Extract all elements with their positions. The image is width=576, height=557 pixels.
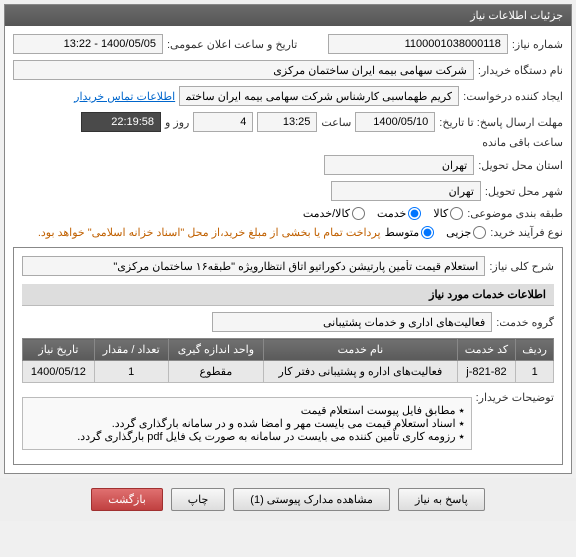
info-section-header: اطلاعات خدمات مورد نیاز	[22, 284, 554, 306]
city-input[interactable]	[331, 181, 481, 201]
table-head: ردیف کد خدمت نام خدمت واحد اندازه گیری ت…	[23, 339, 554, 361]
row-city: شهر محل تحویل:	[13, 181, 563, 201]
desc-title-label: شرح کلی نیاز:	[489, 260, 554, 273]
group-label: گروه خدمت:	[496, 316, 554, 329]
category-label: طبقه بندی موضوعی:	[467, 207, 563, 220]
td-1: j-821-82	[457, 361, 516, 383]
radio-medium[interactable]: متوسط	[385, 226, 435, 239]
desc-body: شرح کلی نیاز: اطلاعات خدمات مورد نیاز گر…	[14, 248, 562, 464]
details-panel: جزئیات اطلاعات نیاز شماره نیاز: تاریخ و …	[4, 4, 572, 474]
row-category: طبقه بندی موضوعی: کالا خدمت کالا/خدمت	[13, 207, 563, 220]
requester-label: ایجاد کننده درخواست:	[463, 90, 563, 103]
respond-button[interactable]: پاسخ به نیاز	[398, 488, 485, 511]
button-bar: پاسخ به نیاز مشاهده مدارک پیوستی (1) چاپ…	[0, 478, 576, 521]
group-input[interactable]	[212, 312, 492, 332]
category-radios: کالا خدمت کالا/خدمت	[303, 207, 463, 220]
countdown-input	[81, 112, 161, 132]
desc-title-input[interactable]	[22, 256, 485, 276]
td-4: 1	[94, 361, 168, 383]
note-line-3: ٭ رزومه کاری تأمین کننده می بایست در سام…	[29, 430, 465, 443]
row-need-announce: شماره نیاز: تاریخ و ساعت اعلان عمومی:	[13, 34, 563, 54]
radio-both-input[interactable]	[352, 207, 365, 220]
panel-title: جزئیات اطلاعات نیاز	[5, 5, 571, 26]
note-line-2: ٭ اسناد استعلام قیمت می بایست مهر و امضا…	[29, 417, 465, 430]
td-3: مقطوع	[168, 361, 264, 383]
td-0: 1	[516, 361, 554, 383]
deadline-label: مهلت ارسال پاسخ: تا تاریخ:	[439, 116, 563, 129]
row-province: استان محل تحویل:	[13, 155, 563, 175]
th-0: ردیف	[516, 339, 554, 361]
radio-minor-label: جزیی	[446, 226, 471, 239]
radio-goods[interactable]: کالا	[433, 207, 463, 220]
table-header-row: ردیف کد خدمت نام خدمت واحد اندازه گیری ت…	[23, 339, 554, 361]
day-label: روز و	[165, 116, 189, 129]
need-no-input[interactable]	[328, 34, 508, 54]
row-process: نوع فرآیند خرید: جزیی متوسط پرداخت تمام …	[13, 226, 563, 239]
buyer-input[interactable]	[13, 60, 474, 80]
announce-input[interactable]	[13, 34, 163, 54]
deadline-time-input[interactable]	[257, 112, 317, 132]
requester-input[interactable]	[179, 86, 459, 106]
radio-minor[interactable]: جزیی	[446, 226, 486, 239]
need-no-label: شماره نیاز:	[512, 38, 563, 51]
buyer-label: نام دستگاه خریدار:	[478, 64, 563, 77]
th-3: واحد اندازه گیری	[168, 339, 264, 361]
th-1: کد خدمت	[457, 339, 516, 361]
th-2: نام خدمت	[264, 339, 457, 361]
table-body: 1 j-821-82 فعالیت‌های اداره و پشتیبانی د…	[23, 361, 554, 383]
process-label: نوع فرآیند خرید:	[490, 226, 563, 239]
row-notes: توضیحات خریدار: ٭ مطابق فایل پیوست استعل…	[22, 391, 554, 450]
radio-minor-input[interactable]	[473, 226, 486, 239]
td-2: فعالیت‌های اداره و پشتیبانی دفتر کار	[264, 361, 457, 383]
contact-link[interactable]: اطلاعات تماس خریدار	[74, 90, 175, 103]
td-5: 1400/05/12	[23, 361, 95, 383]
row-deadline: مهلت ارسال پاسخ: تا تاریخ: ساعت روز و سا…	[13, 112, 563, 149]
radio-both-label: کالا/خدمت	[303, 207, 350, 220]
radio-goods-label: کالا	[433, 207, 448, 220]
notes-box: ٭ مطابق فایل پیوست استعلام قیمت ٭ اسناد …	[22, 397, 472, 450]
print-button[interactable]: چاپ	[171, 488, 226, 511]
back-button[interactable]: بازگشت	[91, 488, 163, 511]
table-row: 1 j-821-82 فعالیت‌های اداره و پشتیبانی د…	[23, 361, 554, 383]
panel-body: شماره نیاز: تاریخ و ساعت اعلان عمومی: نا…	[5, 26, 571, 473]
services-table: ردیف کد خدمت نام خدمت واحد اندازه گیری ت…	[22, 338, 554, 383]
attachments-button[interactable]: مشاهده مدارک پیوستی (1)	[233, 488, 390, 511]
row-requester: ایجاد کننده درخواست: اطلاعات تماس خریدار	[13, 86, 563, 106]
process-radios: جزیی متوسط	[385, 226, 487, 239]
notes-label: توضیحات خریدار:	[476, 391, 554, 404]
radio-both[interactable]: کالا/خدمت	[303, 207, 365, 220]
remain-label: ساعت باقی مانده	[482, 136, 563, 149]
city-label: شهر محل تحویل:	[485, 185, 563, 198]
radio-goods-input[interactable]	[450, 207, 463, 220]
row-buyer: نام دستگاه خریدار:	[13, 60, 563, 80]
radio-service[interactable]: خدمت	[377, 207, 421, 220]
radio-service-label: خدمت	[377, 207, 406, 220]
radio-medium-label: متوسط	[385, 226, 420, 239]
radio-medium-input[interactable]	[421, 226, 434, 239]
radio-service-input[interactable]	[408, 207, 421, 220]
th-5: تاریخ نیاز	[23, 339, 95, 361]
deadline-date-input[interactable]	[355, 112, 435, 132]
row-group: گروه خدمت:	[22, 312, 554, 332]
desc-panel: شرح کلی نیاز: اطلاعات خدمات مورد نیاز گر…	[13, 247, 563, 465]
note-line-1: ٭ مطابق فایل پیوست استعلام قیمت	[29, 404, 465, 417]
province-input[interactable]	[324, 155, 474, 175]
days-input[interactable]	[193, 112, 253, 132]
time-label-1: ساعت	[321, 116, 351, 129]
announce-label: تاریخ و ساعت اعلان عمومی:	[167, 38, 297, 51]
province-label: استان محل تحویل:	[478, 159, 563, 172]
row-desc-title: شرح کلی نیاز:	[22, 256, 554, 276]
payment-note: پرداخت تمام یا بخشی از مبلغ خرید،از محل …	[38, 226, 381, 239]
th-4: تعداد / مقدار	[94, 339, 168, 361]
